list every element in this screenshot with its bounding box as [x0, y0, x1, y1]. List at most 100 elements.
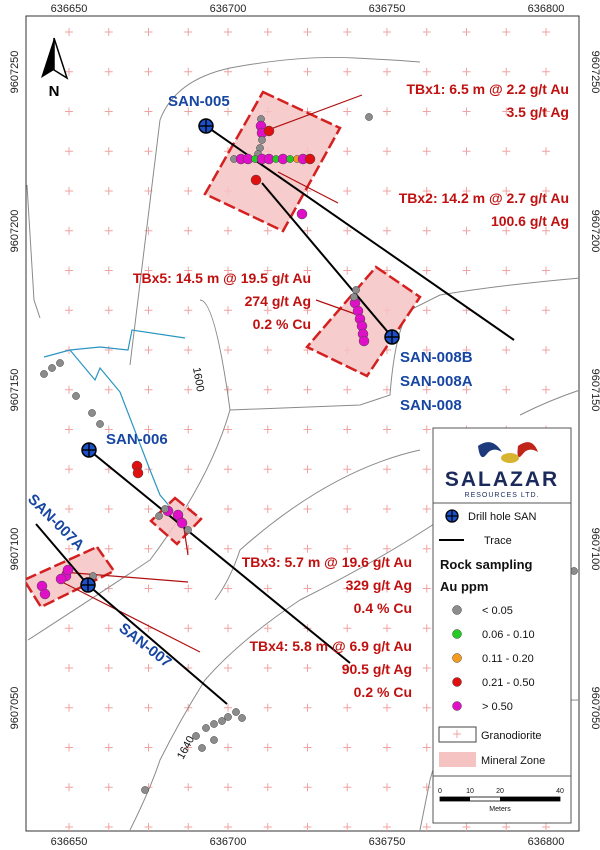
- intercept-tbx3-line1: TBx3: 5.7 m @ 19.6 g/t Au: [242, 554, 412, 570]
- grid-cross: [104, 346, 113, 354]
- grid-cross: [263, 743, 272, 752]
- rock-samples: [36, 113, 578, 794]
- grid-cross: [184, 67, 193, 76]
- rock-sample: [352, 286, 360, 294]
- rock-sample: [184, 526, 192, 534]
- grid-cross: [422, 67, 431, 76]
- hole-label-san-008: SAN-008: [400, 397, 462, 414]
- grid-cross: [263, 624, 272, 633]
- scale-unit-label: Meters: [489, 806, 511, 813]
- grid-cross: [65, 505, 73, 513]
- grid-cross: [224, 28, 232, 36]
- grid-cross: [104, 67, 113, 76]
- grid-cross: [343, 147, 352, 156]
- grid-cross: [303, 743, 312, 752]
- grid-cross: [184, 266, 193, 275]
- rock-sample: [176, 517, 188, 529]
- drill-collar-icon: [81, 442, 97, 458]
- grid-cross: [303, 823, 312, 831]
- drill-collar-icon: [384, 329, 400, 345]
- legend: SALAZAR RESOURCES LTD. Drill hole SAN Tr…: [432, 427, 572, 824]
- grid-cross: [422, 187, 431, 195]
- grid-cross: [104, 624, 113, 633]
- x-tick-label: 636700: [210, 3, 247, 15]
- grid-cross: [65, 624, 73, 633]
- drill-collar-icon: [198, 118, 214, 134]
- grid-cross: [502, 147, 511, 156]
- y-tick-label: 9607150: [589, 369, 600, 412]
- grid-cross: [65, 743, 73, 752]
- hole-label-san-005: SAN-005: [168, 93, 230, 110]
- grid-cross: [65, 107, 73, 116]
- grid-cross: [383, 743, 391, 752]
- grid-cross: [263, 425, 272, 434]
- grid-cross: [462, 226, 471, 235]
- grid-cross: [65, 823, 73, 831]
- grid-cross: [144, 703, 153, 712]
- y-tick-label: 9607200: [9, 210, 21, 253]
- grid-cross: [104, 187, 113, 195]
- legend-granodiorite-label: Granodiorite: [481, 730, 542, 742]
- intercept-tbx3-line3: 0.4 % Cu: [354, 600, 412, 616]
- rock-sample: [286, 155, 294, 163]
- hole-label-san-006: SAN-006: [106, 431, 168, 448]
- y-tick-label: 9607150: [9, 369, 21, 412]
- legend-swatch: [452, 701, 462, 711]
- x-tick-label: 636650: [51, 3, 88, 15]
- grid-cross: [65, 226, 73, 235]
- grid-cross: [502, 226, 511, 235]
- intercept-tbx4-line2: 90.5 g/t Ag: [342, 661, 412, 677]
- grid-cross: [224, 783, 232, 792]
- salazar-logo: SALAZAR RESOURCES LTD.: [445, 442, 557, 499]
- grid-cross: [184, 624, 193, 633]
- grid-cross: [224, 306, 232, 315]
- legend-au-class-label: > 0.50: [482, 701, 513, 713]
- grid-cross: [224, 266, 232, 275]
- scale-tick-label: 10: [466, 788, 474, 795]
- hole-label-san-008b: SAN-008B: [400, 349, 473, 366]
- grid-cross: [104, 266, 113, 275]
- grid-cross: [144, 544, 153, 553]
- intercept-labels: TBx1: 6.5 m @ 2.2 g/t Au 3.5 g/t Ag TBx2…: [133, 81, 569, 700]
- grid-cross: [422, 664, 431, 672]
- legend-au-class: 0.21 - 0.50: [452, 677, 535, 689]
- grid-cross: [224, 664, 232, 672]
- rock-sample: [358, 335, 370, 347]
- scale-bar: 0 10 20 40 Meters: [438, 788, 564, 813]
- legend-au-class: < 0.05: [452, 605, 513, 617]
- grid-cross: [422, 226, 431, 235]
- grid-cross: [224, 346, 232, 354]
- grid-cross: [224, 823, 232, 831]
- x-axis-top: 636650 636700 636750 636800: [51, 3, 565, 15]
- grid-cross: [462, 385, 471, 394]
- y-tick-label: 9607250: [589, 51, 600, 94]
- grid-cross: [542, 306, 550, 315]
- grid-cross: [65, 187, 73, 195]
- y-tick-label: 9607250: [9, 51, 21, 94]
- grid-cross: [422, 544, 431, 553]
- grid-cross: [502, 346, 511, 354]
- grid-cross: [343, 226, 352, 235]
- rock-sample: [72, 392, 80, 400]
- grid-cross: [542, 823, 550, 831]
- grid-cross: [343, 544, 352, 553]
- grid-cross: [303, 266, 312, 275]
- grid-cross: [303, 226, 312, 235]
- grid-cross: [343, 385, 352, 394]
- grid-cross: [502, 107, 511, 116]
- grid-cross: [144, 664, 153, 672]
- grid-cross: [184, 385, 193, 394]
- grid-cross: [422, 465, 431, 474]
- grid-cross: [462, 67, 471, 76]
- legend-granodiorite: Granodiorite: [438, 726, 542, 743]
- grid-cross: [542, 226, 550, 235]
- grid-cross: [184, 107, 193, 116]
- rock-sample: [56, 359, 64, 367]
- intercept-tbx1-line1: TBx1: 6.5 m @ 2.2 g/t Au: [406, 81, 569, 97]
- grid-cross: [383, 67, 391, 76]
- rock-sample: [198, 744, 206, 752]
- y-tick-label: 9607050: [589, 687, 600, 730]
- grid-cross: [144, 226, 153, 235]
- grid-cross: [263, 544, 272, 553]
- legend-rock-title: Rock sampling: [440, 557, 533, 572]
